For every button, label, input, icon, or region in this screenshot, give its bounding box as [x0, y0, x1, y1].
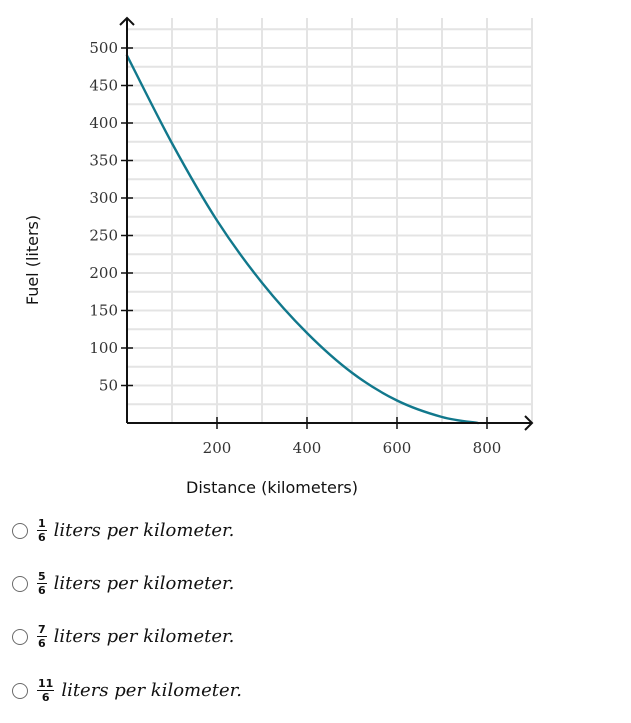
x-axis-title: Distance (kilometers) — [186, 478, 358, 497]
radio-button[interactable] — [12, 628, 28, 645]
fuel-curve-line — [125, 54, 480, 425]
y-tick-label: 200 — [89, 264, 118, 282]
fraction-numerator: 5 — [37, 570, 47, 584]
chart-axes — [119, 16, 534, 431]
chart-grid — [127, 18, 533, 423]
x-tick-label: 400 — [293, 439, 322, 457]
radio-button[interactable] — [12, 682, 28, 699]
y-tick-label: 250 — [89, 227, 118, 245]
fuel-distance-chart: 50 100 150 200 250 300 350 400 450 500 200 400 600 80… — [23, 16, 534, 497]
option-text: liters per kilometer. — [61, 680, 242, 701]
option-text: liters per kilometer. — [53, 626, 235, 647]
option-text: liters per kilometer. — [53, 520, 235, 541]
answer-option-1[interactable]: 1 6 liters per kilometer. — [12, 518, 234, 543]
fraction-numerator: 1 — [37, 517, 47, 531]
fraction: 7 6 — [37, 624, 47, 649]
radio-button[interactable] — [12, 522, 28, 539]
answer-option-2[interactable]: 5 6 liters per kilometer. — [12, 571, 234, 596]
x-axis-arrow — [524, 415, 534, 431]
x-tick-label: 600 — [383, 439, 412, 457]
option-text: liters per kilometer. — [53, 573, 235, 594]
fraction-denominator: 6 — [38, 531, 46, 544]
y-tick-label: 350 — [89, 152, 118, 170]
fraction-denominator: 6 — [38, 637, 46, 650]
fraction-denominator: 6 — [38, 584, 46, 597]
fraction-denominator: 6 — [41, 691, 50, 704]
fraction-numerator: 7 — [37, 623, 47, 637]
chart-ticks: 50 100 150 200 250 300 350 400 450 500 200 400 600 80… — [89, 39, 501, 457]
y-tick-label: 50 — [99, 377, 118, 395]
radio-button[interactable] — [12, 575, 28, 592]
fraction: 11 6 — [37, 677, 55, 704]
y-tick-label: 500 — [89, 39, 118, 57]
x-tick-label: 200 — [203, 439, 232, 457]
y-tick-label: 450 — [89, 77, 118, 95]
fraction: 1 6 — [37, 518, 47, 543]
y-axis-arrow — [119, 16, 135, 26]
answer-option-4[interactable]: 11 6 liters per kilometer. — [12, 678, 242, 703]
y-tick-label: 400 — [89, 114, 118, 132]
y-tick-label: 300 — [89, 189, 118, 207]
y-tick-label: 100 — [89, 339, 118, 357]
x-tick-label: 800 — [473, 439, 502, 457]
fraction: 5 6 — [37, 571, 47, 596]
y-axis-title: Fuel (liters) — [23, 215, 42, 305]
answer-option-3[interactable]: 7 6 liters per kilometer. — [12, 624, 234, 649]
fraction-numerator: 11 — [37, 677, 55, 691]
y-tick-label: 150 — [89, 302, 118, 320]
